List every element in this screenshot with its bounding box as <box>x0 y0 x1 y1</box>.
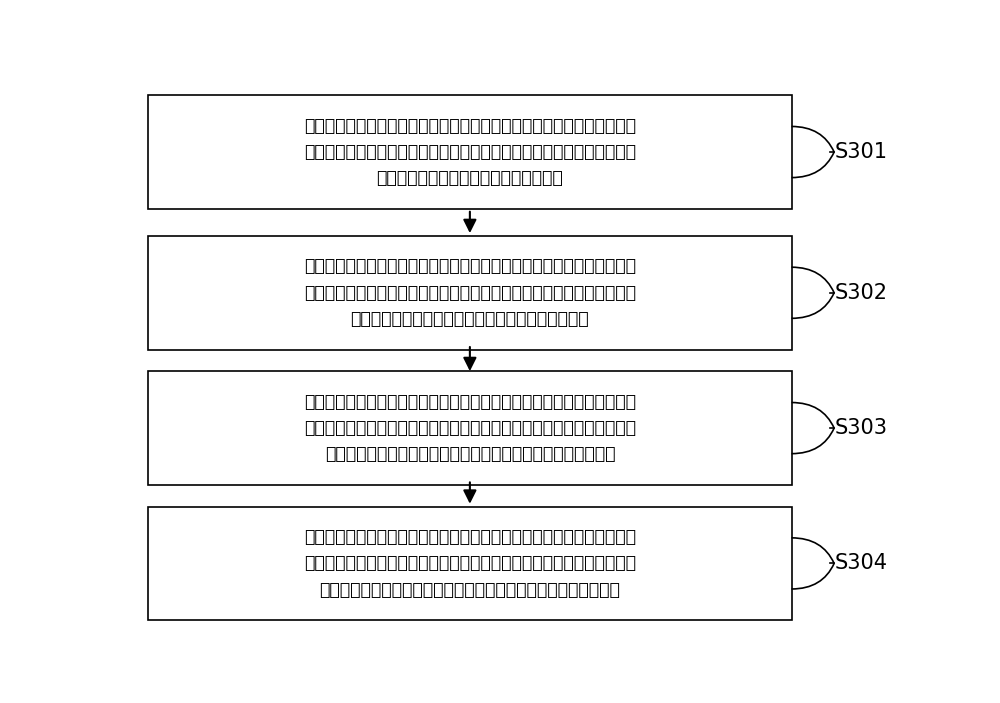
Text: S304: S304 <box>835 553 888 574</box>
Text: S302: S302 <box>835 283 888 303</box>
Text: 判断散热器冷却液进口温度、电堆冷却液进口温度、电堆冷却液出口温度
、电堆冷却液进口压力、电堆的电堆冷却液出口压力、液位以及离子浓度
是否在标定范围内，并判断水泵: 判断散热器冷却液进口温度、电堆冷却液进口温度、电堆冷却液出口温度 、电堆冷却液进… <box>304 257 636 328</box>
Text: S303: S303 <box>835 418 888 438</box>
FancyBboxPatch shape <box>148 371 792 485</box>
FancyBboxPatch shape <box>148 507 792 620</box>
Text: 获取散热器的散热器冷却液出口温度、电堆的电堆冷却液进口温度、电堆
的电堆冷却液进口压力、电堆的电堆冷却液出口压力、水箱的液位、去离
子器的离子浓度以及水泵的水泵: 获取散热器的散热器冷却液出口温度、电堆的电堆冷却液进口温度、电堆 的电堆冷却液进… <box>304 117 636 188</box>
Text: S301: S301 <box>835 142 888 162</box>
FancyBboxPatch shape <box>148 95 792 209</box>
Text: 当散热器冷却液进口温度、电堆冷却液进口温度、电堆冷却液出口温度、
电堆冷却液进口压力、电堆的电堆冷却液出口压力、液位中的任意一个不
在标定范围内，或水泵工作状态: 当散热器冷却液进口温度、电堆冷却液进口温度、电堆冷却液出口温度、 电堆冷却液进口… <box>304 528 636 599</box>
Text: 当散热器冷却液进口温度、电堆冷却液进口温度、电堆冷却液出口温度、
电堆冷却液进口压力、电堆的电堆冷却液出口压力、液位以及离子浓度在
标定范围内，且水泵工作状态为: 当散热器冷却液进口温度、电堆冷却液进口温度、电堆冷却液出口温度、 电堆冷却液进口… <box>304 393 636 463</box>
FancyBboxPatch shape <box>148 236 792 349</box>
